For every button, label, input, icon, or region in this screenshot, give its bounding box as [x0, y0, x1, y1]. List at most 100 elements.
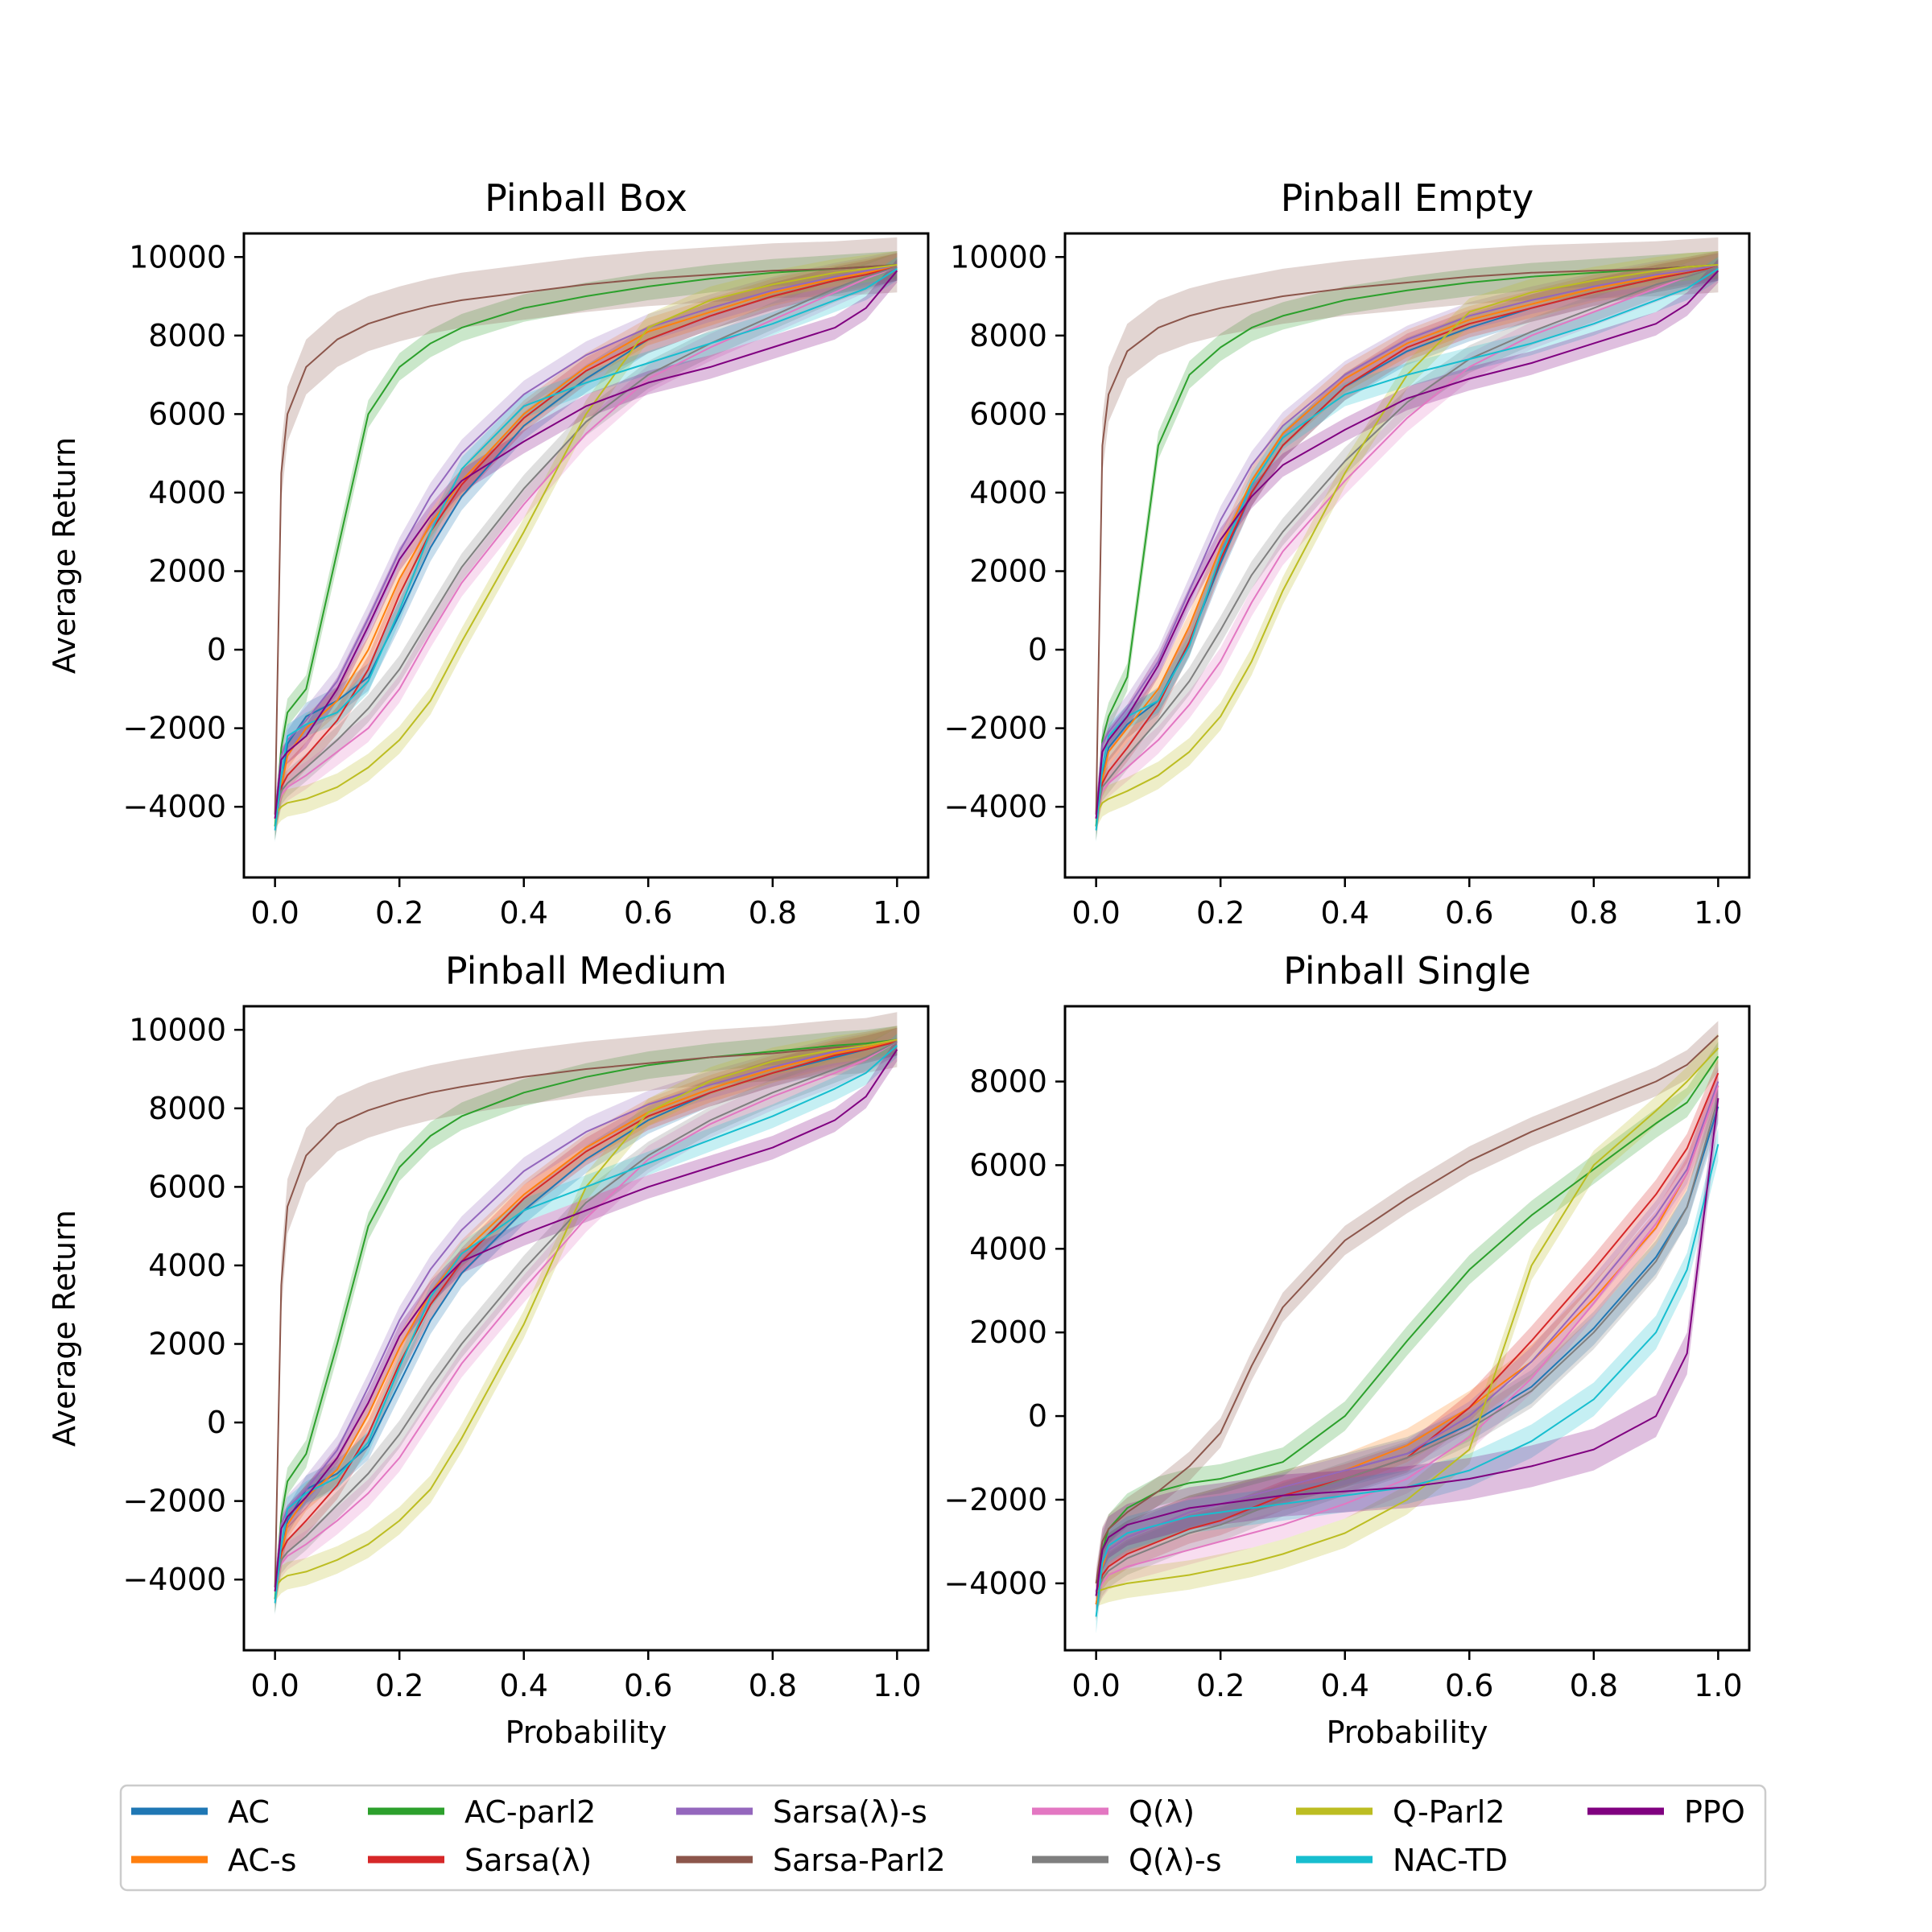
y-tick-label-pinball-single: −2000: [943, 1482, 1047, 1517]
legend: AC AC-s AC-parl2 Sarsa(λ) Sarsa(λ)-s Sarsa-Pa…: [119, 1784, 1767, 1892]
y-tick-label-pinball-single: −4000: [943, 1566, 1047, 1601]
series-line-pinball-medium-nac-td: [274, 1045, 898, 1604]
legend-label-sarsa-parl2: Sarsa-Parl2: [773, 1843, 946, 1878]
legend-label-q-lambda: Q(λ): [1129, 1794, 1195, 1830]
y-tick-label-pinball-empty: 4000: [969, 475, 1047, 510]
series-line-pinball-medium-ac-parl2: [274, 1038, 898, 1600]
series-line-pinball-box-q-parl2: [274, 264, 898, 815]
y-tick-label-pinball-single: 2000: [969, 1315, 1047, 1350]
y-tick-label-pinball-empty: 2000: [969, 554, 1047, 589]
band-pinball-single-ac: [1096, 1089, 1719, 1621]
legend-label-ac-parl2: AC-parl2: [464, 1794, 596, 1830]
x-tick-label-pinball-box: 0.2: [375, 895, 423, 931]
x-tick-label-pinball-medium: 0.6: [624, 1668, 672, 1703]
panel-title-pinball-medium: Pinball Medium: [445, 949, 727, 993]
x-tick-label-pinball-box: 0.6: [624, 895, 672, 931]
x-tick-label-pinball-box: 1.0: [873, 895, 921, 931]
panel-pinball-box: Pinball Box 0.0 0.2 0.4 0.6 0.8 1.0 −4000 −2000 0…: [47, 176, 930, 931]
x-tick-label-pinball-single: 0.8: [1570, 1668, 1618, 1703]
y-tick-label-pinball-empty: 8000: [969, 318, 1047, 353]
series-line-pinball-single-ac-parl2: [1095, 1055, 1719, 1596]
band-pinball-single-q-lambda: [1096, 1071, 1719, 1611]
series-line-pinball-empty-ac-parl2: [1095, 264, 1719, 827]
series-line-pinball-box-ppo: [274, 270, 898, 819]
axes-frame-pinball-empty: [1063, 232, 1751, 879]
y-tick-label-pinball-single: 8000: [969, 1064, 1047, 1100]
legend-label-ppo: PPO: [1684, 1794, 1745, 1830]
panel-pinball-empty: Pinball Empty 0.0 0.2 0.4 0.6 0.8 1.0 −4000 −200…: [943, 176, 1751, 931]
band-pinball-single-nac-td: [1096, 1127, 1719, 1634]
series-line-pinball-box-q-lambda: [274, 266, 898, 819]
series-line-pinball-box-sarsa-lambda: [274, 266, 898, 819]
axes-frame-pinball-medium: [242, 1005, 930, 1652]
series-line-pinball-single-sarsa-lambda-s: [1095, 1081, 1719, 1592]
band-pinball-single-ac-parl2: [1096, 1042, 1719, 1611]
x-tick-label-pinball-single: 1.0: [1694, 1668, 1742, 1703]
x-tick-label-pinball-empty: 0.2: [1196, 895, 1245, 931]
x-axis-label-pinball-single: Probability: [1327, 1715, 1488, 1750]
band-pinball-medium-q-lambda: [275, 1027, 898, 1605]
band-pinball-single-ac-s: [1096, 1068, 1719, 1621]
series-line-pinball-empty-q-parl2: [1095, 264, 1719, 815]
series-line-pinball-medium-q-lambda: [274, 1041, 898, 1592]
series-line-pinball-empty-nac-td: [1095, 268, 1719, 831]
y-tick-label-pinball-box: −4000: [122, 789, 226, 824]
series-line-pinball-empty-sarsa-lambda: [1095, 266, 1719, 819]
series-line-pinball-empty-sarsa-lambda-s: [1095, 264, 1719, 815]
x-tick-label-pinball-medium: 0.0: [250, 1668, 299, 1703]
y-tick-label-pinball-medium: 8000: [148, 1091, 226, 1126]
legend-label-ac: AC: [228, 1794, 270, 1830]
series-line-pinball-medium-q-lambda-s: [274, 1041, 898, 1591]
series-line-pinball-medium-ppo: [274, 1049, 898, 1591]
band-pinball-empty-q-parl2: [1096, 251, 1719, 828]
y-tick-label-pinball-medium: −4000: [122, 1562, 226, 1597]
legend-label-sarsa-lambda-s: Sarsa(λ)-s: [773, 1794, 927, 1830]
y-tick-label-pinball-empty: 10000: [950, 239, 1047, 275]
band-pinball-box-ppo: [275, 258, 898, 831]
legend-label-ac-s: AC-s: [228, 1843, 296, 1878]
series-line-pinball-single-q-lambda-s: [1095, 1098, 1719, 1596]
series-line-pinball-single-nac-td: [1095, 1144, 1719, 1617]
series-line-pinball-empty-sarsa-parl2: [1095, 264, 1719, 815]
series-line-pinball-box-ac-parl2: [274, 264, 898, 827]
legend-label-nac-td: NAC-TD: [1393, 1843, 1508, 1878]
legend-label-q-parl2: Q-Parl2: [1393, 1794, 1505, 1830]
x-tick-label-pinball-single: 0.6: [1445, 1668, 1493, 1703]
panel-title-pinball-single: Pinball Single: [1283, 949, 1531, 993]
axes-frame-pinball-box: [242, 232, 930, 879]
legend-label-q-lambda-s: Q(λ)-s: [1129, 1843, 1222, 1878]
band-pinball-medium-sarsa-lambda-s: [275, 1026, 898, 1601]
panel-pinball-medium: Pinball Medium 0.0 0.2 0.4 0.6 0.8 1.0 −4000 −20…: [47, 949, 930, 1750]
plot-area-pinball-empty: [1095, 237, 1719, 843]
y-tick-label-pinball-medium: 2000: [148, 1327, 226, 1362]
plot-area-pinball-single: [1095, 1021, 1719, 1634]
y-tick-label-pinball-single: 4000: [969, 1231, 1047, 1266]
series-line-pinball-single-ppo: [1095, 1098, 1719, 1596]
y-tick-label-pinball-medium: 6000: [148, 1169, 226, 1204]
y-tick-label-pinball-empty: −2000: [943, 711, 1047, 746]
y-tick-label-pinball-box: 0: [207, 632, 226, 667]
x-tick-label-pinball-single: 0.2: [1196, 1668, 1245, 1703]
y-tick-label-pinball-box: 6000: [148, 396, 226, 431]
series-line-pinball-box-sarsa-parl2: [274, 264, 898, 815]
x-tick-label-pinball-medium: 0.8: [749, 1668, 797, 1703]
x-tick-label-pinball-medium: 1.0: [873, 1668, 921, 1703]
x-tick-label-pinball-empty: 0.8: [1570, 895, 1618, 931]
series-line-pinball-box-q-lambda-s: [274, 266, 898, 819]
series-line-pinball-empty-ac-s: [1095, 264, 1719, 827]
band-pinball-empty-ac-s: [1096, 251, 1719, 840]
band-pinball-single-q-lambda-s: [1096, 1081, 1719, 1613]
y-tick-label-pinball-box: 2000: [148, 554, 226, 589]
y-tick-label-pinball-box: 4000: [148, 475, 226, 510]
y-tick-label-pinball-medium: 0: [207, 1405, 226, 1440]
series-line-pinball-medium-q-parl2: [274, 1038, 898, 1588]
plot-area-pinball-box: [274, 237, 898, 843]
x-axis-label-pinball-medium: Probability: [506, 1715, 667, 1750]
series-line-pinball-medium-sarsa-lambda-s: [274, 1038, 898, 1588]
band-pinball-single-q-parl2: [1096, 1033, 1719, 1607]
plot-area-pinball-medium: [274, 1012, 898, 1616]
y-tick-label-pinball-single: 0: [1028, 1398, 1047, 1434]
y-tick-label-pinball-box: 10000: [129, 239, 226, 275]
panel-pinball-single: Pinball Single 0.0 0.2 0.4 0.6 0.8 1.0 −4000 −20…: [943, 949, 1751, 1750]
